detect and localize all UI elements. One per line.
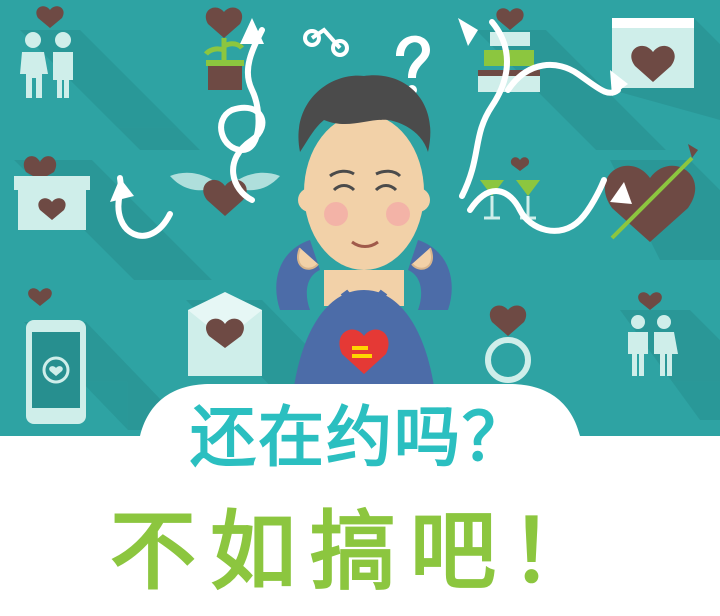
- bicycle-icon: [303, 27, 349, 57]
- couple-hands-icon: [628, 292, 678, 376]
- arrowheads: [110, 18, 632, 204]
- gift-heart-icon: [14, 156, 90, 230]
- cocktails-heart-icon: [480, 157, 540, 220]
- swirl-arrows: [115, 19, 621, 239]
- heart-logo-icon: [339, 329, 389, 374]
- calendar-heart-icon: [612, 18, 694, 88]
- headline-line1: 还在约吗？: [190, 399, 530, 476]
- white-banner: [0, 384, 720, 616]
- phone-heart-icon: [26, 288, 86, 424]
- ring-heart-icon: [485, 305, 531, 383]
- headline-line2: 不如搞吧！: [110, 502, 610, 602]
- plant-heart-icon: [204, 7, 244, 90]
- envelope-heart-icon: [188, 292, 262, 376]
- couple-icon: [20, 6, 73, 98]
- arrow-heart-icon: [604, 144, 698, 242]
